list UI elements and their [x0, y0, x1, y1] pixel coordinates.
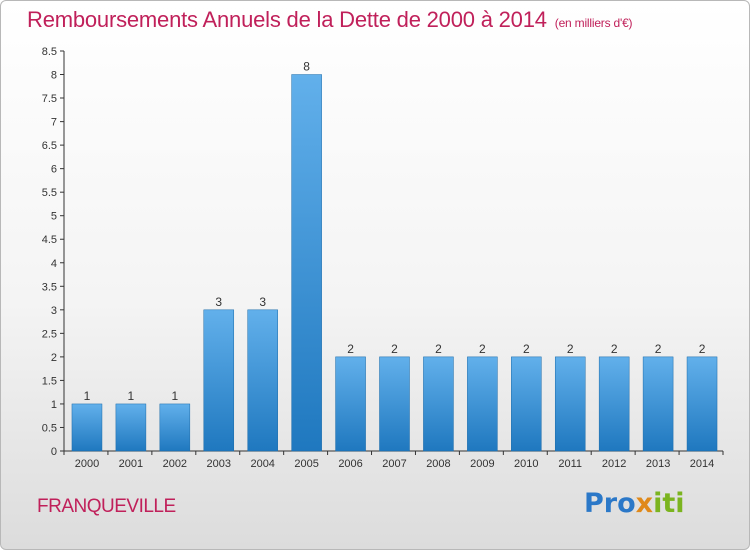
y-tick-label: 8.5	[42, 46, 57, 58]
x-tick-label: 2011	[558, 458, 582, 470]
x-tick-label: 2003	[207, 458, 231, 470]
y-tick-label: 2	[51, 352, 57, 364]
x-tick-label: 2006	[338, 458, 362, 470]
y-tick-label: 1.5	[42, 375, 57, 387]
y-tick-label: 5	[51, 211, 57, 223]
logo-part-1: Pro	[584, 488, 636, 519]
chart-title: Remboursements Annuels de la Dette de 20…	[27, 7, 633, 33]
bar-value-label: 3	[215, 295, 222, 309]
bar-value-label: 2	[347, 342, 354, 356]
bar-value-label: 2	[391, 342, 398, 356]
x-tick-label: 2002	[163, 458, 187, 470]
bar	[511, 356, 542, 452]
y-tick-label: 7	[51, 117, 57, 129]
bar-value-label: 1	[84, 389, 91, 403]
x-tick-label: 2009	[470, 458, 494, 470]
bars: 1 1 1 3 3 8 2 2 2 2 2 2 2 2 2	[71, 60, 718, 452]
x-tick-label: 2005	[294, 458, 318, 470]
bar-value-label: 8	[303, 60, 310, 74]
bar-value-label: 2	[567, 342, 574, 356]
title-text: Remboursements Annuels de la Dette de 20…	[27, 7, 547, 32]
proxiti-logo: Proxiti	[584, 488, 685, 519]
bar	[335, 356, 366, 452]
commune-name: FRANQUEVILLE	[37, 496, 176, 517]
bar	[642, 356, 674, 452]
y-tick-label: 5.5	[42, 187, 57, 199]
bar-value-label: 2	[435, 342, 442, 356]
y-tick-label: 2.5	[42, 328, 57, 340]
bar-value-label: 2	[699, 342, 706, 356]
y-tick-label: 3.5	[42, 281, 57, 293]
axes: 0 0.5 1 1.5 2 2.5 3 3.5 4 4.5 5 5.5 6 6.5 7 7.5 8 8.5 2000…	[42, 46, 724, 470]
bar-value-label: 1	[171, 389, 178, 403]
bar	[467, 356, 498, 452]
x-tick-label: 2014	[690, 458, 714, 470]
bar	[423, 356, 454, 452]
logo-part-3: iti	[653, 488, 685, 519]
x-tick-label: 2013	[646, 458, 670, 470]
x-tick-label: 2001	[119, 458, 143, 470]
bar	[554, 356, 586, 452]
bar	[686, 356, 718, 452]
bar	[203, 309, 235, 452]
x-tick-label: 2008	[426, 458, 450, 470]
bar	[159, 403, 191, 452]
bar	[598, 356, 630, 452]
y-tick-label: 6.5	[42, 140, 57, 152]
x-tick-label: 2010	[514, 458, 538, 470]
x-tick-label: 2000	[75, 458, 99, 470]
bar	[291, 74, 322, 452]
y-tick-label: 4	[51, 258, 57, 270]
y-tick-label: 7.5	[42, 93, 57, 105]
bar	[115, 403, 147, 452]
x-tick-label: 2007	[382, 458, 406, 470]
y-tick-label: 1	[51, 399, 57, 411]
bar	[71, 403, 103, 452]
bar-value-label: 3	[259, 295, 266, 309]
bar-value-label: 2	[523, 342, 530, 356]
logo-part-2: x	[635, 488, 654, 519]
bar-value-label: 2	[655, 342, 662, 356]
bar-value-label: 2	[479, 342, 486, 356]
y-tick-label: 4.5	[42, 234, 57, 246]
y-tick-label: 0.5	[42, 422, 57, 434]
x-tick-label: 2012	[602, 458, 626, 470]
y-tick-label: 0	[51, 446, 57, 458]
bar	[379, 356, 410, 452]
bar	[247, 309, 278, 452]
bar-value-label: 2	[611, 342, 618, 356]
bar-value-label: 1	[128, 389, 135, 403]
y-tick-label: 3	[51, 305, 57, 317]
y-tick-label: 6	[51, 164, 57, 176]
y-tick-label: 8	[51, 70, 57, 82]
chart-subtitle: (en milliers d'€)	[554, 16, 633, 30]
x-tick-label: 2004	[250, 458, 274, 470]
